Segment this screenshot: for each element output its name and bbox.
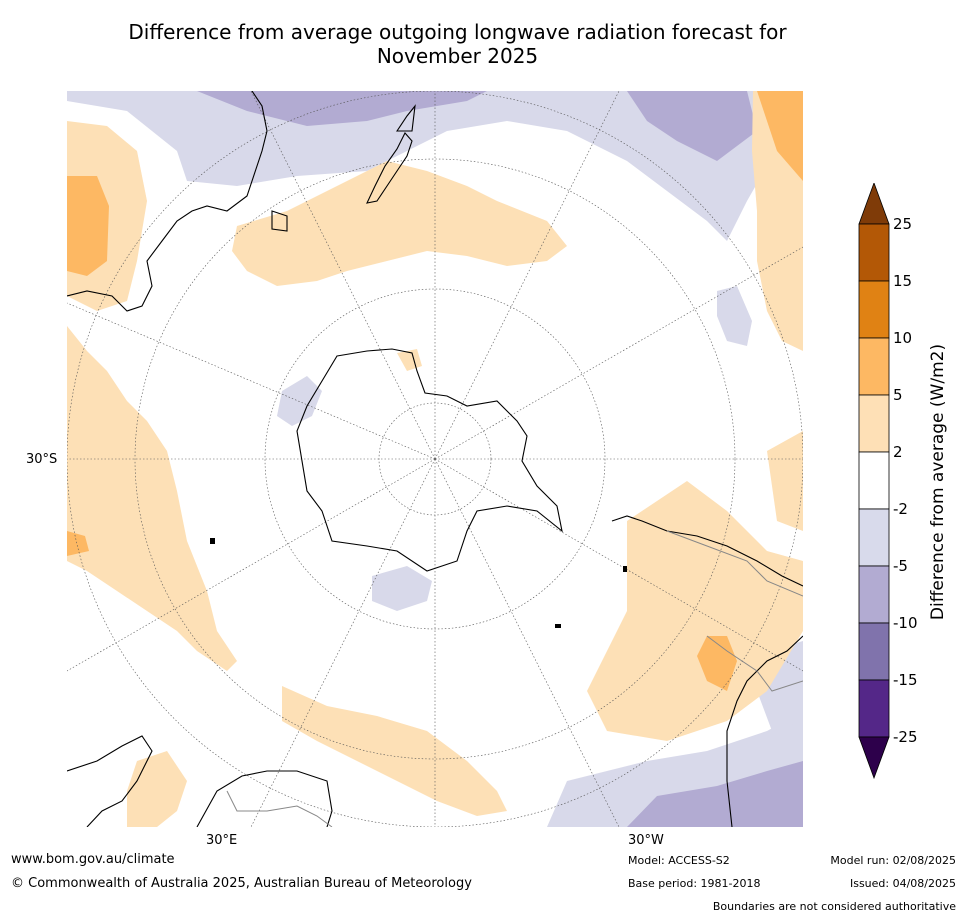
graticule-longitude [67,91,803,827]
africa-border [226,790,333,827]
south-america-border [666,530,803,692]
colorbar-tick-label: 2 [893,443,903,461]
neg-anomaly-antarctic-south [372,566,432,611]
australia-outline [67,91,268,312]
lon-30w-label: 30°W [628,833,664,848]
antarctica-outline [296,348,563,572]
south-america-outline [611,515,803,827]
islands [210,538,627,628]
title-line-2: November 2025 [376,44,539,68]
colorbar-label: Difference from average (W/m2) [928,343,948,621]
pos-anomaly-west-strong [67,531,89,556]
colorbar-segment [858,223,890,282]
title-line-1: Difference from average outgoing longwav… [128,20,787,44]
model-run-text: Model run: 02/08/2025 [830,854,956,867]
neg-anomaly-north-strong [197,91,487,126]
neg-anomaly-antarctic-west [277,376,322,426]
colorbar-tick-label: 15 [893,272,913,290]
colorbar-segment [858,394,890,453]
website-link[interactable]: www.bom.gov.au/climate [11,852,175,867]
pos-anomaly-pacific-band [232,161,567,286]
colorbar-tick-label: -10 [893,614,918,632]
colorbar-tick-label: -5 [893,557,908,575]
base-period-text: Base period: 1981-2018 [628,877,761,890]
africa-outline [67,735,333,827]
disclaimer-text: Boundaries are not considered authoritat… [712,900,956,913]
neg-anomaly-northeast-strong [627,91,757,161]
colorbar-segment [858,451,890,510]
pos-anomaly-south-band [282,686,507,816]
colorbar-tick-label: -15 [893,671,918,689]
neg-anomaly-east-patch [717,286,752,346]
model-text: Model: ACCESS-S2 [628,854,730,867]
colorbar-segment [858,337,890,396]
colorbar-segment [858,679,890,738]
colorbar-svg [858,181,890,780]
colorbar-tick-label: -2 [893,500,908,518]
issued-text: Issued: 04/08/2025 [849,877,956,890]
pos-anomaly-southeast [587,481,803,741]
neg-anomaly-south-strong [627,761,803,827]
colorbar-tick-label: 25 [893,215,913,233]
colorbar-segment [858,280,890,339]
colorbar-segment [858,622,890,681]
copyright-text: © Commonwealth of Australia 2025, Austra… [11,876,472,891]
pos-anomaly-west-large [67,326,237,671]
colorbar-tick-label: 10 [893,329,913,347]
new-zealand-outline [366,104,416,204]
lon-30e-label: 30°E [206,833,238,848]
map-svg [67,91,803,827]
pos-anomaly-east-mid [767,431,803,531]
colorbar-segment [858,565,890,624]
colorbar-under-arrow [858,736,890,780]
colorbar-tick-label: -25 [893,728,918,746]
map-title: Difference from average outgoing longwav… [60,20,855,68]
pos-anomaly-east-strong [757,91,803,181]
neg-anomaly-north [67,91,803,241]
colorbar-segment [858,508,890,567]
colorbar-over-arrow [858,181,890,225]
lat-30s-label: 30°S [26,452,58,467]
tasmania-outline [271,210,288,232]
pos-anomaly-northwest-strong [67,176,109,276]
pos-anomaly-southwest [127,751,187,827]
colorbar-tick-label: 5 [893,386,903,404]
pos-anomaly-southeast-strong [697,636,737,691]
polar-map [67,91,803,827]
colorbar [858,181,890,787]
